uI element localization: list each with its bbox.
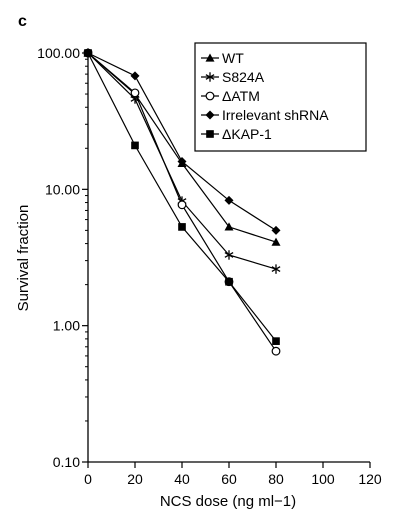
y-tick-label: 100.00: [37, 45, 80, 61]
diamond-marker: [177, 157, 187, 167]
open-circle-marker: [271, 346, 281, 356]
y-tick-label: 1.00: [53, 318, 80, 334]
y-axis-label: Survival fraction: [15, 205, 32, 312]
legend-entry: S824A: [201, 69, 265, 85]
series-layer: [83, 48, 281, 356]
square-marker: [84, 49, 92, 57]
chart-axes: 0 20 40 60 80 100 120 0.10 1.00 10.00 100.00: [37, 45, 382, 487]
square-marker: [178, 223, 186, 231]
triangle-marker: [224, 222, 234, 231]
square-marker: [272, 337, 280, 345]
asterisk-stroke: [271, 266, 281, 273]
legend-label: S824A: [222, 69, 265, 85]
square-marker: [225, 277, 233, 286]
x-tick-label: 20: [127, 471, 143, 487]
x-tick-label: 100: [311, 471, 335, 487]
y-tick-label: 0.10: [53, 454, 80, 470]
legend-label: WT: [222, 50, 244, 66]
diamond-marker: [224, 195, 234, 205]
legend-label: ΔKAP-1: [222, 126, 272, 142]
legend-entry: ΔATM: [201, 88, 260, 104]
legend-label: Irrelevant shRNA: [222, 107, 329, 123]
x-tick-label: 40: [174, 471, 190, 487]
chart-legend: WT S824A ΔATM Irrelevant shRNA ΔKAP-1: [194, 42, 367, 152]
legend-box: [194, 42, 367, 152]
diamond-marker: [205, 110, 215, 120]
asterisk-marker: [224, 250, 234, 260]
legend-entry: WT: [201, 50, 244, 66]
legend-entry: ΔKAP-1: [201, 126, 272, 142]
asterisk-marker: [205, 72, 215, 82]
asterisk-stroke: [130, 96, 140, 102]
triangle-marker: [205, 53, 215, 62]
triangle-marker: [271, 237, 281, 246]
panel-label: c: [18, 13, 27, 30]
diamond-marker: [271, 225, 281, 235]
square-marker: [131, 141, 139, 150]
x-tick-label: 60: [221, 471, 237, 487]
open-circle-marker: [205, 91, 215, 101]
x-axis-label: NCS dose (ng ml−1): [160, 493, 296, 510]
legend-entry: Irrelevant shRNA: [201, 107, 329, 123]
x-tick-label: 0: [84, 471, 92, 487]
x-tick-label: 80: [268, 471, 284, 487]
asterisk-marker: [271, 264, 281, 274]
asterisk-stroke: [224, 252, 234, 258]
open-circle-marker: [130, 88, 140, 98]
series-points-square: [84, 49, 280, 345]
square-marker: [206, 130, 214, 138]
open-circle-marker: [177, 200, 187, 210]
legend-label: ΔATM: [222, 88, 260, 104]
asterisk-stroke: [205, 74, 215, 80]
diamond-marker: [130, 71, 140, 81]
x-tick-label: 120: [358, 471, 382, 487]
y-tick-label: 10.00: [45, 181, 80, 197]
